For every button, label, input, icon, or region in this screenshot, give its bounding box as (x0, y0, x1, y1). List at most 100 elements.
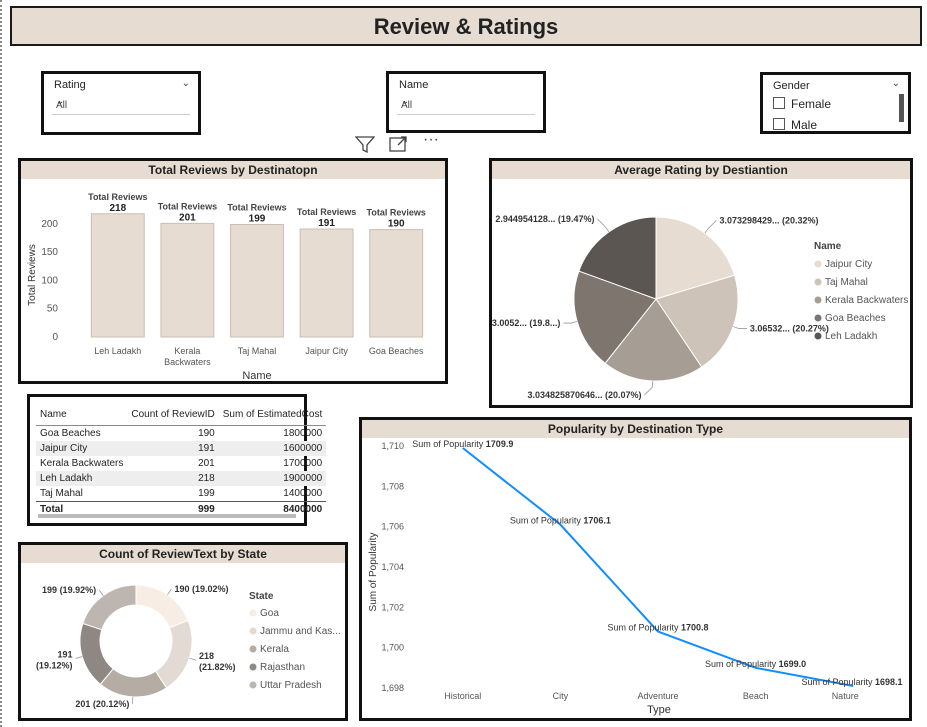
pie-data-label: 3.06532... (20.27%) (750, 324, 829, 334)
filter-icon[interactable] (355, 135, 375, 153)
line-chart-card[interactable]: Popularity by Destination Type 1,698 1,70… (359, 417, 912, 721)
table-cell: Kerala Backwaters (40, 458, 124, 469)
table-row: Taj Mahal 199 1400000 (36, 486, 326, 502)
rating-slicer[interactable]: Rating ⌄ All ⌄ (41, 71, 201, 135)
table-card[interactable]: Name Count of ReviewID Sum of EstimatedC… (27, 394, 327, 526)
bar-chart-card[interactable]: Total Reviews by Destinatopn 0 50 100 150 20… (18, 158, 448, 384)
chevron-down-icon[interactable]: ⌄ (891, 78, 900, 89)
pie-chart-card[interactable]: Average Rating by Destiantion 3.07329842… (489, 158, 913, 408)
table-scrollbar[interactable] (38, 514, 296, 518)
table-cell: 1600000 (218, 441, 327, 456)
pie-leader-line (704, 220, 717, 234)
pie-slice (655, 274, 739, 368)
gender-option-label: Female (791, 97, 832, 111)
legend-item: Jaipur City (825, 259, 872, 270)
canvas-edge (0, 0, 4, 727)
legend-item: Goa (260, 608, 279, 619)
x-tick-label: Kerala (174, 346, 200, 356)
donut-data-label: 190 (19.02%) (174, 584, 228, 594)
donut-slice (154, 619, 193, 689)
legend-item: Rajasthan (260, 662, 305, 673)
legend-marker (249, 663, 257, 671)
table-cell: 1700000 (283, 458, 323, 469)
bar-data-label-caption: Total Reviews (367, 208, 426, 218)
name-slicer-label: Name (399, 79, 429, 91)
legend-marker (249, 645, 257, 653)
y-tick-label: 1,698 (381, 683, 404, 693)
line-data-label: Sum of Popularity 1700.8 (607, 623, 708, 633)
legend-marker (814, 278, 822, 286)
pie-data-label: 3.073298429... (20.32%) (719, 215, 818, 225)
legend-marker (249, 609, 257, 617)
pie-slice (604, 298, 703, 382)
donut-data-label: (19.12%) (36, 660, 73, 670)
checkbox[interactable] (773, 97, 785, 109)
gender-slicer-label: Gender (773, 80, 810, 92)
table-cell: 1900000 (218, 471, 327, 486)
name-slicer[interactable]: Name All ⌄ (386, 71, 546, 133)
x-tick-label: City (553, 691, 569, 701)
donut-data-label: 201 (20.12%) (75, 699, 129, 709)
rating-slicer-label: Rating (54, 79, 86, 91)
gender-option-male[interactable]: Male (773, 118, 817, 132)
donut-data-label: 191 (57, 649, 72, 659)
table-cell: Leh Ladakh (36, 471, 128, 486)
pie-leader-line (597, 218, 610, 233)
x-tick-label: Backwaters (164, 357, 211, 367)
column-header[interactable]: Name (36, 403, 128, 426)
gender-option-label: Male (791, 118, 818, 132)
donut-slice (82, 584, 137, 631)
line-chart-title: Popularity by Destination Type (362, 420, 909, 438)
legend-title: State (249, 591, 274, 602)
x-tick-label: Goa Beaches (369, 346, 424, 356)
y-tick-label: 200 (41, 219, 58, 230)
pie-leader-line (563, 321, 578, 324)
name-dropdown[interactable]: All ⌄ (397, 96, 535, 115)
table-row: Goa Beaches 190 1800000 (36, 426, 326, 442)
slicer-scrollbar[interactable] (899, 94, 904, 122)
x-tick-label: Leh Ladakh (94, 346, 141, 356)
donut-chart-title: Count of ReviewText by State (21, 545, 345, 563)
table-cell: 218 (127, 471, 219, 486)
gender-slicer[interactable]: Gender ⌄ Female Male (760, 72, 911, 134)
bar (160, 222, 215, 338)
column-header[interactable]: Sum of EstimatedCost (218, 403, 327, 426)
x-tick-label: Jaipur City (305, 346, 348, 356)
chevron-down-icon[interactable]: ⌄ (56, 96, 65, 107)
rating-dropdown-value: All (56, 100, 68, 111)
chevron-down-icon[interactable]: ⌄ (181, 78, 190, 89)
bar-data-label: 191 (318, 218, 335, 229)
bar-chart-title: Total Reviews by Destinatopn (21, 161, 445, 179)
table-header-row: Name Count of ReviewID Sum of EstimatedC… (36, 403, 327, 426)
column-header[interactable]: Count of ReviewID (127, 403, 219, 426)
legend-item: Kerala (260, 644, 289, 655)
gender-option-female[interactable]: Female (773, 97, 831, 111)
more-options-icon[interactable]: ··· (423, 131, 439, 148)
chevron-down-icon[interactable]: ⌄ (401, 96, 410, 107)
x-tick-label: Adventure (637, 691, 678, 701)
bar-data-label-caption: Total Reviews (88, 192, 147, 202)
table-row: Leh Ladakh 218 1900000 (36, 471, 327, 486)
focus-mode-icon[interactable] (389, 135, 409, 153)
checkbox[interactable] (773, 118, 785, 130)
donut-chart: 190 (19.02%) 218(21.82%) 201 (20.12%) 191(1… (36, 584, 341, 709)
legend-item: Taj Mahal (825, 277, 868, 288)
table-cell: 201 (198, 458, 215, 469)
table-row: Jaipur City 191 1600000 (36, 441, 327, 456)
rating-dropdown[interactable]: All ⌄ (52, 96, 190, 115)
page-title-banner: Review & Ratings (10, 6, 922, 46)
pie-slice (573, 270, 657, 364)
x-tick-label: Beach (743, 691, 769, 701)
x-tick-label: Nature (832, 691, 859, 701)
y-tick-label: 1,710 (381, 441, 404, 451)
table-cell: 8400000 (218, 501, 327, 517)
legend-item: Leh Ladakh (825, 331, 877, 342)
y-tick-label: 1,702 (381, 602, 404, 612)
table-cell: 1400000 (283, 488, 323, 499)
y-tick-label: 100 (41, 275, 58, 286)
table-cell: 190 (198, 428, 215, 439)
bar-data-label: 218 (109, 203, 126, 214)
donut-chart-card[interactable]: Count of ReviewText by State 190 (19.02%… (18, 542, 348, 721)
table-cell: 999 (127, 501, 219, 517)
